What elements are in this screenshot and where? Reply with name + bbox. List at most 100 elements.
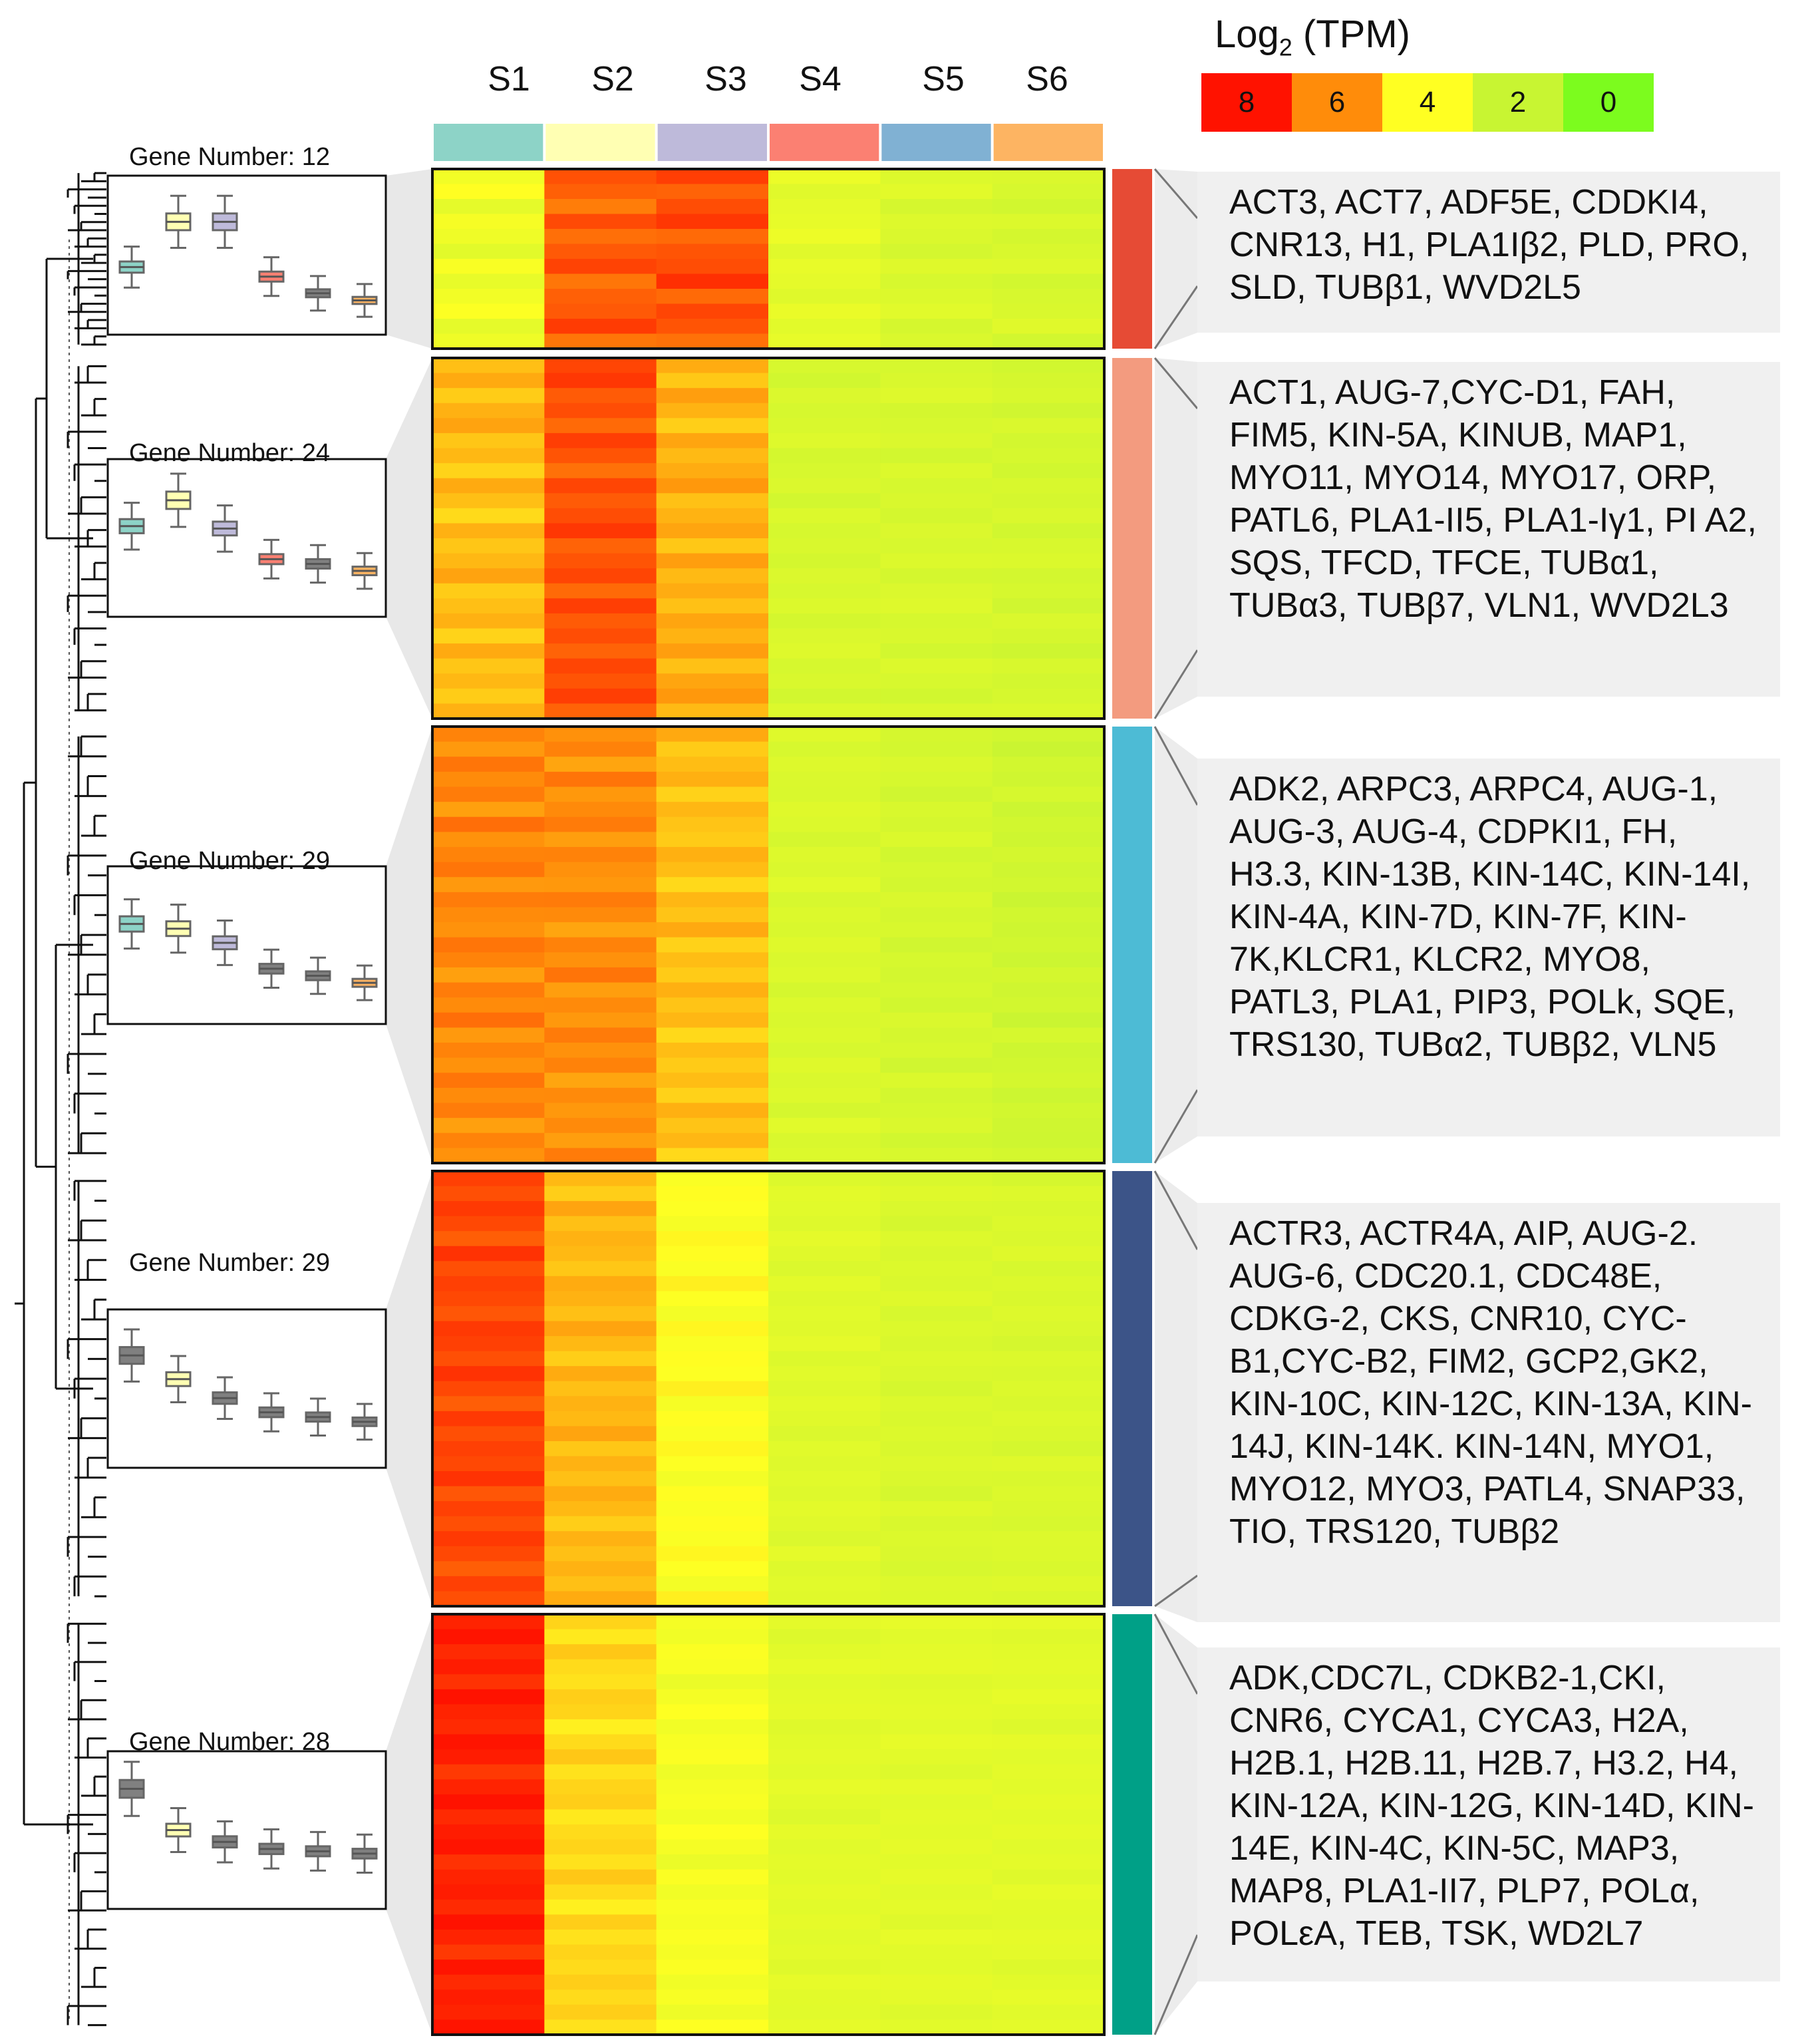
heatmap-cell bbox=[432, 199, 545, 215]
heatmap-cell bbox=[768, 583, 881, 599]
heatmap-cell bbox=[544, 1366, 657, 1382]
heatmap-cell bbox=[768, 613, 881, 629]
heatmap-cell bbox=[992, 448, 1105, 464]
heatmap-cell bbox=[656, 169, 769, 185]
heatmap-cell bbox=[768, 1614, 881, 1630]
heatmap-cell bbox=[880, 952, 993, 968]
heatmap-cell bbox=[656, 1779, 769, 1795]
heatmap-cell bbox=[656, 673, 769, 689]
heatmap-cell bbox=[768, 937, 881, 953]
heatmap-cell bbox=[432, 1659, 545, 1675]
column-label-s5: S5 bbox=[922, 60, 965, 98]
heatmap-cell bbox=[880, 214, 993, 230]
heatmap-cell bbox=[432, 1118, 545, 1134]
heatmap-cell bbox=[544, 1779, 657, 1795]
boxplot-panels bbox=[106, 174, 387, 1910]
heatmap-cell bbox=[656, 922, 769, 938]
heatmap-cell bbox=[432, 613, 545, 629]
heatmap-cell bbox=[992, 1276, 1105, 1292]
heatmap-cell bbox=[768, 1869, 881, 1885]
heatmap-cell bbox=[768, 907, 881, 923]
heatmap-cell bbox=[880, 1118, 993, 1134]
heatmap-cell bbox=[656, 757, 769, 772]
heatmap-cell bbox=[992, 1719, 1105, 1735]
heatmap-cell bbox=[992, 1396, 1105, 1412]
heatmap-cell bbox=[880, 1186, 993, 1202]
heatmap-cell bbox=[992, 1974, 1105, 1990]
heatmap-cell bbox=[544, 169, 657, 185]
heatmap-cell bbox=[544, 1396, 657, 1412]
connector-line bbox=[1153, 1614, 1199, 1695]
heatmap-cell bbox=[432, 1456, 545, 1472]
heatmap-cell bbox=[880, 448, 993, 464]
legend-label-2: 2 bbox=[1510, 86, 1526, 118]
heatmap-cell bbox=[656, 184, 769, 200]
heatmap-cell bbox=[544, 463, 657, 479]
heatmap-cell bbox=[544, 1321, 657, 1337]
heatmap-cell bbox=[432, 568, 545, 584]
heatmap-cell bbox=[768, 1704, 881, 1720]
heatmap-cell bbox=[432, 1854, 545, 1870]
heatmap-cell bbox=[432, 1914, 545, 1930]
heatmap-cell bbox=[432, 388, 545, 404]
heatmap-cell bbox=[432, 1899, 545, 1916]
heatmap-cell bbox=[544, 184, 657, 200]
heatmap-cell bbox=[768, 741, 881, 757]
heatmap-cell bbox=[768, 333, 881, 349]
heatmap-cell bbox=[544, 2004, 657, 2021]
heatmap-cell bbox=[544, 1246, 657, 1262]
heatmap-cell bbox=[992, 741, 1105, 757]
heatmap-cell bbox=[992, 493, 1105, 509]
heatmap-cell bbox=[880, 673, 993, 689]
heatmap-cell bbox=[768, 1396, 881, 1412]
heatmap-cell bbox=[656, 1351, 769, 1367]
heatmap-cell bbox=[432, 1614, 545, 1630]
heatmap-cell bbox=[544, 1944, 657, 1960]
heatmap-cell bbox=[544, 1276, 657, 1292]
heatmap-cell bbox=[432, 1779, 545, 1795]
heatmap-cell bbox=[544, 2019, 657, 2035]
heatmap-cell bbox=[656, 1734, 769, 1750]
heatmap-cell bbox=[768, 892, 881, 908]
heatmap-cell bbox=[880, 967, 993, 983]
heatmap-cell bbox=[544, 1839, 657, 1855]
heatmap-cell bbox=[656, 997, 769, 1013]
heatmap-cell bbox=[432, 673, 545, 689]
heatmap-cell bbox=[992, 1899, 1105, 1916]
heatmap-cell bbox=[768, 1629, 881, 1645]
heatmap-cell bbox=[432, 1749, 545, 1765]
heatmap-cell bbox=[656, 1261, 769, 1277]
heatmap-cell bbox=[768, 373, 881, 389]
heatmap-cell bbox=[432, 1974, 545, 1990]
heatmap-cell bbox=[656, 1396, 769, 1412]
cluster-5-side-bar bbox=[1112, 1614, 1152, 2035]
heatmap-cell bbox=[768, 922, 881, 938]
heatmap-cell bbox=[880, 1561, 993, 1577]
heatmap-cell bbox=[992, 1246, 1105, 1262]
heatmap-cell bbox=[544, 1073, 657, 1089]
heatmap-cell bbox=[880, 1336, 993, 1352]
heatmap-cell bbox=[992, 1171, 1105, 1187]
column-label-s2: S2 bbox=[591, 60, 634, 98]
heatmap-cell bbox=[544, 1043, 657, 1059]
heatmap-cell bbox=[656, 583, 769, 599]
heatmap-cell bbox=[768, 1103, 881, 1118]
heatmap-cell bbox=[544, 403, 657, 419]
heatmap-cell bbox=[880, 786, 993, 802]
heatmap-cell bbox=[768, 1012, 881, 1029]
heatmap-cell bbox=[432, 832, 545, 848]
heatmap-cell bbox=[432, 1027, 545, 1043]
heatmap-cell bbox=[880, 1689, 993, 1705]
heatmap-cell bbox=[656, 1974, 769, 1990]
heatmap-cell bbox=[544, 214, 657, 230]
heatmap-cell bbox=[544, 1148, 657, 1164]
heatmap-cell bbox=[880, 1501, 993, 1517]
heatmap-cell bbox=[768, 418, 881, 434]
heatmap-cell bbox=[992, 757, 1105, 772]
heatmap-cell bbox=[544, 967, 657, 983]
heatmap-cell bbox=[656, 786, 769, 802]
connector-line bbox=[1153, 1170, 1199, 1250]
heatmap-cell bbox=[656, 508, 769, 524]
heatmap-cell bbox=[432, 688, 545, 705]
heatmap-cell bbox=[656, 1043, 769, 1059]
